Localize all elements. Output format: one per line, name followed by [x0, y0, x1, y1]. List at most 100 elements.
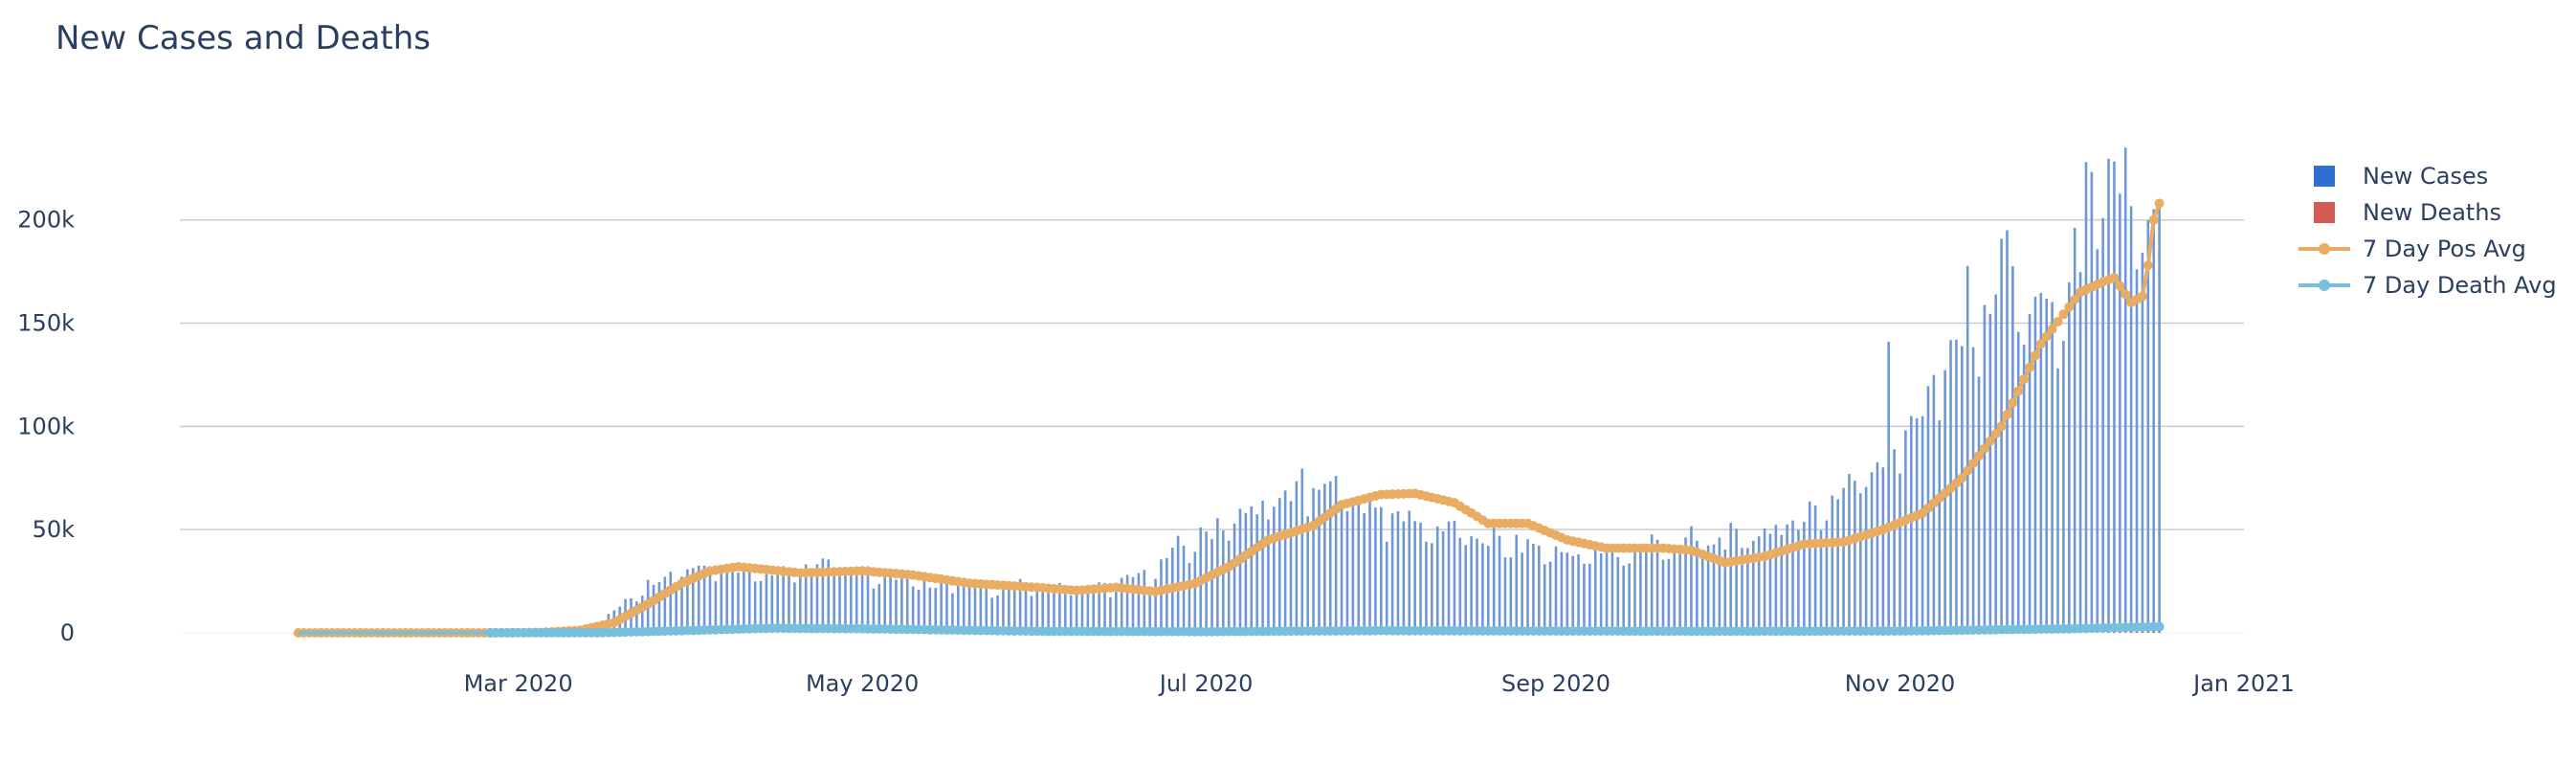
- legend: New Cases New Deaths 7 Day Pos Avg 7 Day De…: [2298, 163, 2557, 299]
- case-bar: [1593, 548, 1597, 633]
- case-bar: [2016, 331, 2020, 633]
- case-bar: [985, 580, 988, 633]
- case-bar: [1599, 552, 1603, 633]
- case-bar: [2152, 209, 2156, 634]
- case-bar: [1684, 537, 1687, 633]
- case-bar: [2039, 293, 2043, 633]
- case-bar: [1486, 546, 1490, 633]
- case-bar: [1605, 550, 1609, 633]
- case-bar: [1797, 529, 1800, 633]
- case-bar: [1723, 549, 1727, 633]
- case-bar: [1232, 523, 1236, 633]
- case-bar: [928, 587, 932, 633]
- case-bar: [1943, 370, 1946, 633]
- case-bar: [1345, 510, 1349, 633]
- case-bar: [2011, 266, 2014, 633]
- case-bar: [1560, 551, 1564, 633]
- case-bar: [1786, 524, 1788, 633]
- pos-avg-point: [2008, 397, 2018, 408]
- case-bar: [1380, 506, 1383, 633]
- case-bar: [1385, 541, 1388, 633]
- case-bar: [1069, 595, 1073, 633]
- y-tick-label: 0: [60, 619, 75, 646]
- case-bar: [1227, 540, 1231, 633]
- case-bar: [1673, 546, 1677, 633]
- case-bar: [1639, 545, 1642, 633]
- case-bar: [1588, 563, 1591, 633]
- case-bar: [759, 580, 763, 633]
- case-bar: [979, 579, 983, 633]
- case-bar: [680, 576, 683, 633]
- x-tick-label: Sep 2020: [1501, 670, 1610, 697]
- case-bar: [945, 584, 948, 633]
- case-bar: [1751, 540, 1755, 633]
- pos-avg-point: [1963, 465, 1973, 476]
- case-bar: [860, 570, 864, 633]
- case-bar: [1357, 502, 1361, 633]
- case-bar: [731, 564, 734, 633]
- case-bar: [1125, 574, 1129, 633]
- case-bar: [810, 572, 813, 633]
- pos-avg-point: [1957, 473, 1967, 483]
- case-bar: [1131, 576, 1135, 633]
- case-bar: [1002, 584, 1005, 633]
- case-bar: [1143, 570, 1146, 633]
- case-bar: [1283, 490, 1287, 633]
- case-bar: [872, 588, 876, 633]
- case-bar: [1103, 582, 1106, 633]
- case-bar: [1650, 534, 1654, 633]
- case-bar: [1334, 476, 1338, 633]
- case-bar: [663, 576, 667, 633]
- case-bar: [1238, 508, 1242, 633]
- case-bar: [2000, 238, 2003, 633]
- case-bar: [793, 582, 796, 633]
- case-bar: [765, 573, 768, 633]
- case-bar: [1977, 376, 1981, 633]
- case-bar: [2006, 230, 2009, 633]
- case-bar: [737, 573, 740, 633]
- case-bar: [2141, 253, 2144, 633]
- case-bar: [1447, 521, 1451, 633]
- case-bar: [1188, 563, 1191, 633]
- case-bar: [2096, 249, 2099, 633]
- case-bar: [866, 566, 870, 633]
- case-bar: [1413, 521, 1416, 633]
- case-bar: [776, 572, 780, 633]
- x-tick-label: Jan 2021: [2191, 670, 2295, 697]
- case-bar: [720, 571, 723, 633]
- y-tick-label: 200k: [17, 207, 75, 234]
- case-bar: [2107, 158, 2110, 634]
- case-bar: [686, 569, 689, 633]
- case-bar: [1678, 545, 1681, 633]
- case-bar: [2129, 206, 2133, 633]
- case-bar: [1058, 582, 1061, 633]
- case-bar: [753, 581, 757, 633]
- case-bar: [635, 601, 638, 633]
- case-bar: [1532, 544, 1535, 633]
- pos-avg-point: [1985, 436, 1995, 446]
- case-bar: [821, 558, 825, 633]
- case-bar: [990, 597, 993, 633]
- legend-marker: [2319, 243, 2330, 255]
- case-bar: [1328, 481, 1332, 633]
- legend-swatch: [2314, 202, 2335, 223]
- pos-avg-point: [2137, 291, 2147, 302]
- case-bar: [2146, 220, 2150, 633]
- case-bar: [2022, 345, 2026, 633]
- case-bar: [1047, 593, 1050, 633]
- case-bar: [1063, 593, 1067, 633]
- case-bar: [702, 565, 706, 633]
- case-bar: [1109, 596, 1112, 633]
- case-bar: [1610, 551, 1614, 633]
- case-bar: [1667, 558, 1671, 633]
- case-bar: [657, 582, 661, 633]
- case-bars: [421, 147, 2161, 634]
- case-bar: [770, 575, 774, 633]
- pos-avg-point: [2002, 410, 2012, 420]
- case-bar: [1836, 499, 1839, 633]
- case-bar: [1464, 545, 1468, 633]
- case-bar: [889, 572, 892, 633]
- case-bar: [2090, 171, 2094, 634]
- case-bar: [883, 575, 886, 633]
